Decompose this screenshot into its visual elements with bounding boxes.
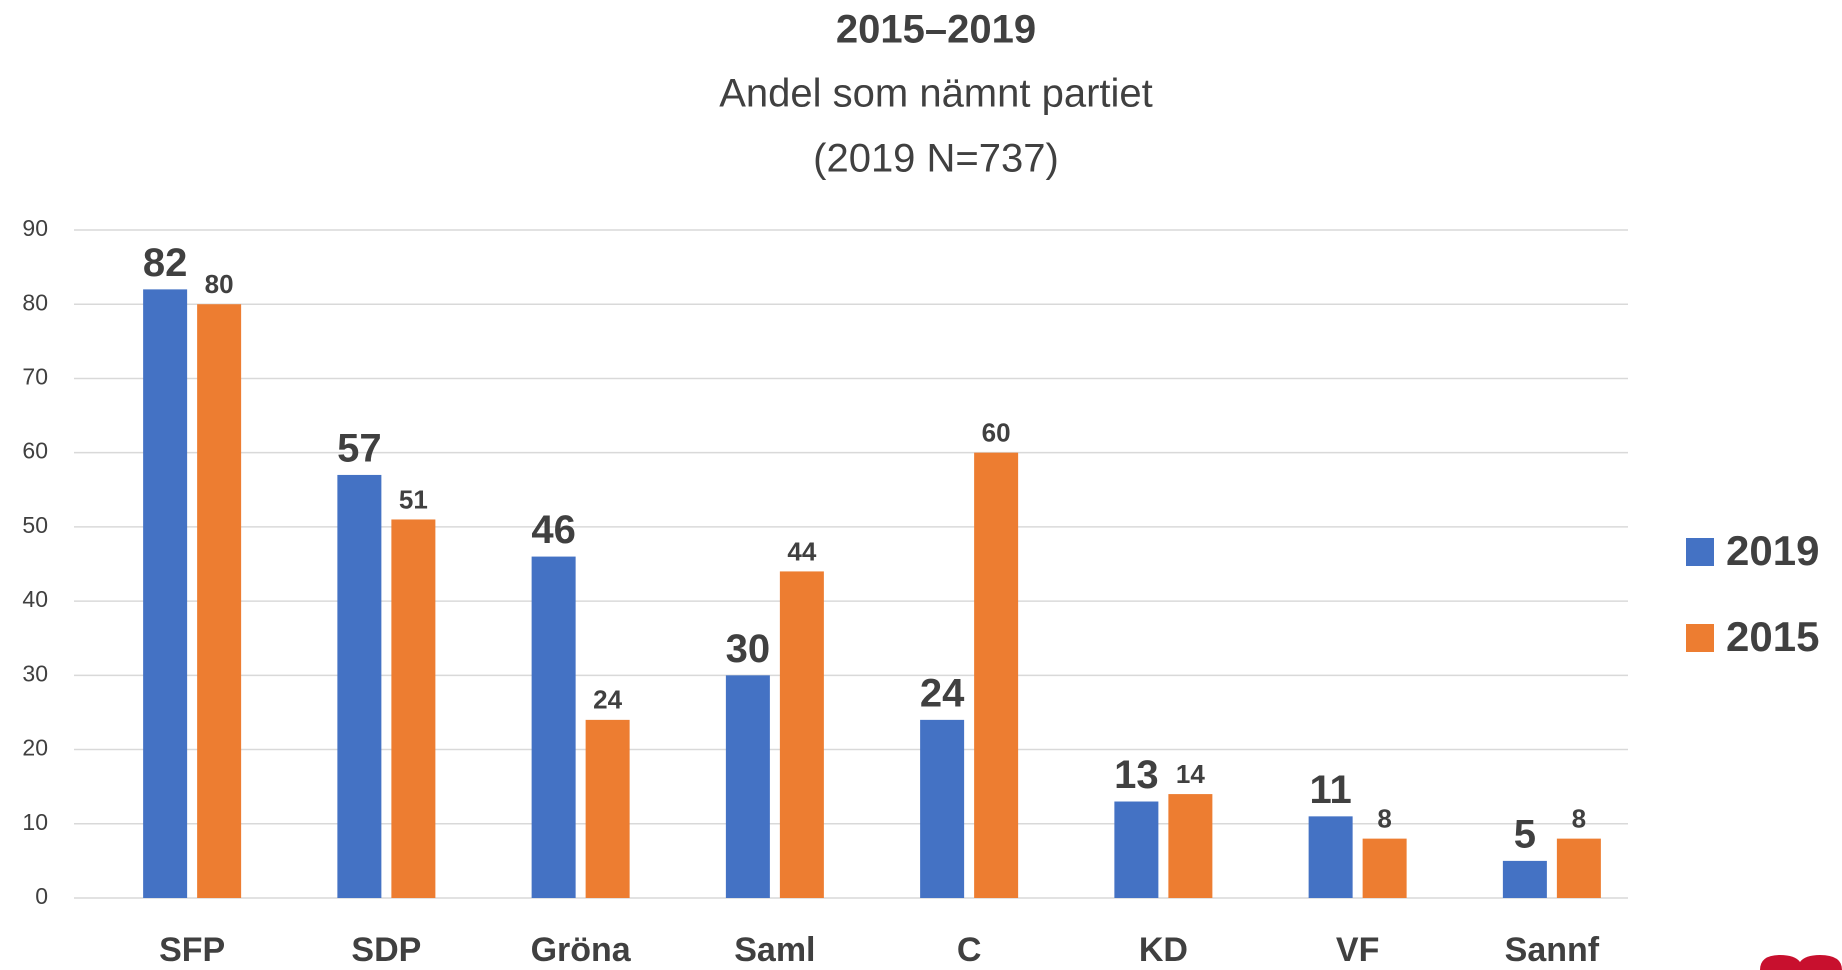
data-label: 5: [1514, 812, 1536, 856]
data-label: 46: [531, 508, 576, 552]
y-tick-label: 80: [22, 289, 48, 315]
data-label: 8: [1377, 803, 1391, 833]
x-tick-label: Gröna: [531, 931, 632, 969]
y-tick-label: 60: [22, 438, 48, 464]
y-tick-label: 50: [22, 512, 48, 538]
bar: [531, 556, 576, 898]
y-tick-label: 0: [35, 883, 48, 909]
chart-subtitle: Andel som nämnt partiet: [719, 72, 1153, 116]
x-tick-label: C: [957, 931, 982, 969]
data-label: 24: [920, 671, 965, 715]
x-tick-label: VF: [1336, 931, 1379, 969]
x-tick-label: Saml: [734, 931, 815, 969]
legend-swatch: [1686, 624, 1714, 652]
y-tick-label: 20: [22, 735, 48, 761]
data-label: 57: [337, 426, 382, 470]
data-label: 82: [143, 241, 188, 285]
legend-label: 2015: [1726, 613, 1819, 660]
data-label: 14: [1176, 759, 1205, 789]
legend-swatch: [1686, 538, 1714, 566]
y-tick-label: 10: [22, 809, 48, 835]
bar: [920, 719, 965, 898]
bar: [143, 289, 188, 898]
x-tick-label: SDP: [351, 931, 421, 969]
x-tick-label: KD: [1139, 931, 1188, 969]
data-label: 30: [726, 627, 771, 671]
data-label: 24: [593, 685, 622, 715]
bar: [779, 571, 824, 898]
y-tick-label: 40: [22, 586, 48, 612]
y-tick-label: 90: [22, 215, 48, 241]
bar: [391, 519, 436, 898]
data-label: 13: [1114, 753, 1159, 797]
data-label: 51: [399, 484, 428, 514]
chart-title: 2015–2019: [836, 8, 1036, 52]
y-tick-label: 30: [22, 660, 48, 686]
data-label: 11: [1309, 768, 1351, 812]
data-label: 8: [1572, 803, 1586, 833]
data-label: 44: [787, 536, 816, 566]
chart-subtitle: (2019 N=737): [813, 137, 1059, 181]
bar: [1362, 838, 1407, 898]
bar: [725, 675, 770, 898]
bar: [1114, 801, 1159, 898]
bar: [1556, 838, 1601, 898]
data-label: 60: [982, 418, 1011, 448]
bar: [1168, 794, 1213, 898]
logo: [1760, 955, 1842, 970]
bar: [1308, 816, 1353, 898]
bar: [974, 452, 1019, 898]
x-tick-label: Sannf: [1505, 931, 1600, 969]
bar: [337, 474, 382, 898]
bar: [197, 304, 242, 898]
bar: [1502, 860, 1547, 898]
data-label: 80: [205, 269, 234, 299]
legend-label: 2019: [1726, 527, 1819, 574]
y-tick-label: 70: [22, 364, 48, 390]
bar: [585, 719, 630, 898]
x-tick-label: SFP: [159, 931, 225, 969]
